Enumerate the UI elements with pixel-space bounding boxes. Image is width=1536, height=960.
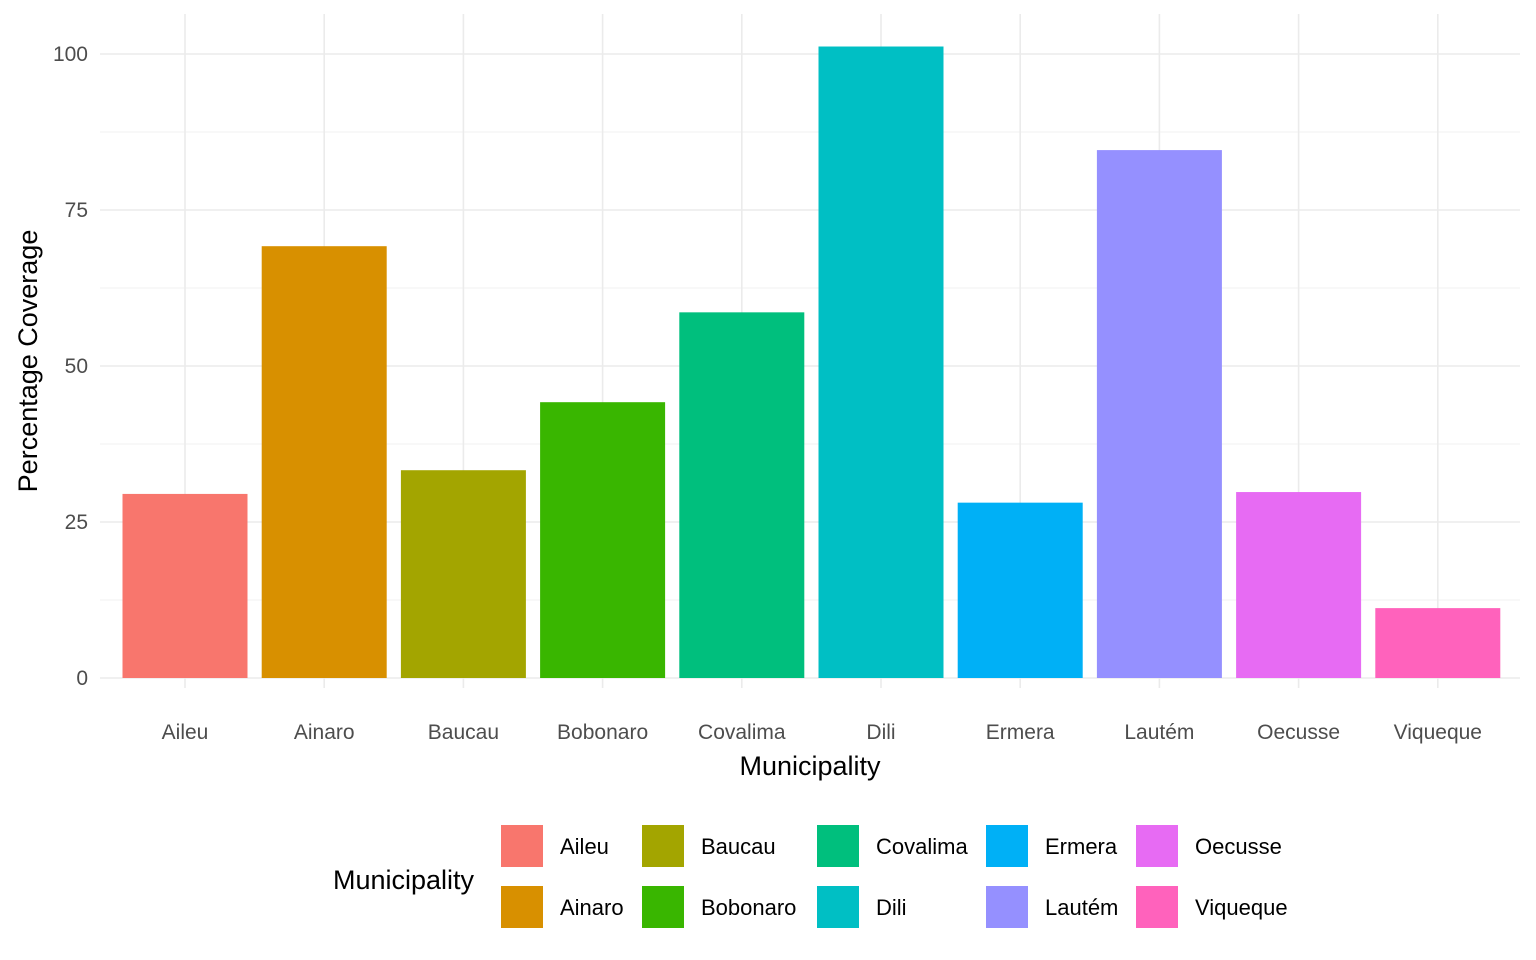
legend-label: Aileu bbox=[560, 834, 609, 859]
legend-swatch-dili bbox=[817, 886, 859, 928]
bar-aileu bbox=[122, 493, 248, 678]
bar-oecusse bbox=[1236, 492, 1362, 678]
bar-baucau bbox=[400, 470, 526, 678]
x-tick-label: Lautém bbox=[1124, 721, 1194, 744]
y-tick-label: 100 bbox=[53, 43, 88, 66]
x-tick-label: Covalima bbox=[698, 721, 786, 744]
x-tick-label: Bobonaro bbox=[557, 721, 648, 744]
legend-swatch-viqueque bbox=[1136, 886, 1178, 928]
x-tick-label: Ainaro bbox=[294, 721, 355, 744]
x-tick-label: Aileu bbox=[162, 721, 209, 744]
bar-viqueque bbox=[1375, 608, 1501, 678]
y-axis-ticks: 0 25 50 75 100 bbox=[53, 43, 88, 690]
y-tick-label: 25 bbox=[65, 511, 88, 534]
x-tick-label: Ermera bbox=[986, 721, 1055, 744]
bar-ainaro bbox=[261, 246, 387, 678]
legend-title: Municipality bbox=[333, 865, 475, 895]
x-axis-ticks: Aileu Ainaro Baucau Bobonaro Covalima Dili Erm… bbox=[162, 721, 1482, 744]
bars bbox=[122, 46, 1501, 678]
bar-bobonaro bbox=[540, 402, 666, 678]
legend-label: Ainaro bbox=[560, 895, 624, 920]
bar-ermera bbox=[957, 502, 1083, 678]
x-tick-label: Viqueque bbox=[1394, 721, 1482, 744]
legend-swatch-aileu bbox=[501, 825, 543, 867]
bar-covalima bbox=[679, 312, 805, 678]
x-tick-label: Oecusse bbox=[1257, 721, 1340, 744]
y-tick-label: 75 bbox=[65, 199, 88, 222]
legend-label: Dili bbox=[876, 895, 907, 920]
bar-dili bbox=[818, 46, 944, 678]
legend-label: Viqueque bbox=[1195, 895, 1288, 920]
legend-swatch-oecusse bbox=[1136, 825, 1178, 867]
legend-swatch-lautm bbox=[986, 886, 1028, 928]
legend-label: Bobonaro bbox=[701, 895, 796, 920]
legend-swatch-bobonaro bbox=[642, 886, 684, 928]
y-tick-label: 0 bbox=[76, 667, 88, 690]
legend-label: Ermera bbox=[1045, 834, 1118, 859]
x-tick-label: Dili bbox=[866, 721, 895, 744]
legend-label: Covalima bbox=[876, 834, 968, 859]
legend: Aileu Ainaro Baucau Bobonaro Covalima Dili Erm… bbox=[501, 825, 1288, 928]
legend-label: Oecusse bbox=[1195, 834, 1282, 859]
y-axis-title: Percentage Coverage bbox=[13, 230, 43, 493]
legend-label: Lautém bbox=[1045, 895, 1118, 920]
y-tick-label: 50 bbox=[65, 355, 88, 378]
legend-swatch-ermera bbox=[986, 825, 1028, 867]
x-axis-title: Municipality bbox=[739, 751, 881, 781]
bar-lautm bbox=[1096, 150, 1222, 678]
legend-swatch-ainaro bbox=[501, 886, 543, 928]
legend-swatch-covalima bbox=[817, 825, 859, 867]
legend-swatch-baucau bbox=[642, 825, 684, 867]
legend-label: Baucau bbox=[701, 834, 776, 859]
x-tick-label: Baucau bbox=[428, 721, 499, 744]
